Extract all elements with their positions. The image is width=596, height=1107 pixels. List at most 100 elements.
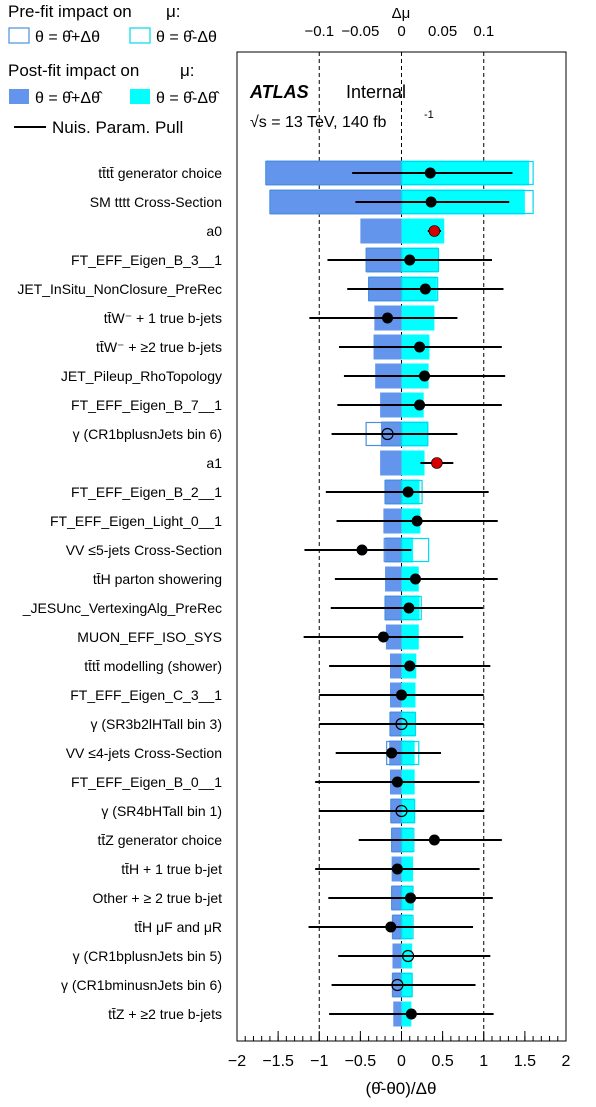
pull-open-marker bbox=[391, 978, 404, 992]
pull-marker bbox=[386, 747, 398, 759]
parameter-label: JET_InSitu_NonClosure_PreRec bbox=[17, 281, 222, 297]
atlas-status: Internal bbox=[346, 82, 406, 102]
parameter-label: tt̄Z + ≥2 true b-jets bbox=[108, 1006, 222, 1022]
parameter-label: MUON_EFF_ISO_SYS bbox=[77, 629, 222, 645]
bottom-tick-label: 1.5 bbox=[514, 1053, 536, 1070]
pull-open-marker bbox=[401, 949, 415, 963]
prefit-legend-mu: μ: bbox=[166, 2, 181, 21]
parameter-label: a0 bbox=[206, 223, 222, 239]
impact-bars bbox=[265, 160, 534, 1027]
prefit-plus-label: θ = θ̂+Δθ bbox=[35, 29, 100, 46]
bottom-tick-label: 0.5 bbox=[432, 1053, 454, 1070]
parameter-label: γ (SR3b2lHTall bin 3) bbox=[91, 716, 223, 732]
parameter-label: tt̄W⁻ + 1 true b-jets bbox=[104, 310, 222, 326]
pull-marker bbox=[377, 631, 389, 643]
top-tick-label: 0 bbox=[397, 23, 405, 40]
parameter-label: γ (CR1bplusnJets bin 6) bbox=[73, 426, 222, 442]
norm-factor-marker bbox=[428, 225, 441, 237]
pull-marker bbox=[404, 254, 416, 266]
pull-legend-label: Nuis. Param. Pull bbox=[52, 118, 183, 137]
postfit-legend-mu: μ: bbox=[180, 61, 195, 80]
pull-marker bbox=[382, 312, 394, 324]
bottom-tick-label: −1 bbox=[310, 1053, 328, 1070]
prefit-legend-title: Pre-fit impact on bbox=[8, 2, 132, 21]
pull-legend: Nuis. Param. Pull bbox=[14, 118, 183, 137]
pull-marker bbox=[428, 834, 440, 846]
parameter-label: γ (CR1bplusnJets bin 5) bbox=[73, 948, 222, 964]
parameter-label: FT_EFF_Eigen_C_3__1 bbox=[70, 687, 222, 703]
norm-factor-marker bbox=[431, 457, 443, 469]
pull-marker bbox=[404, 660, 416, 672]
postfit-plus-swatch bbox=[9, 89, 29, 104]
bottom-tick-label: 0 bbox=[397, 1053, 406, 1070]
parameter-label: FT_EFF_Eigen_B_0__1 bbox=[71, 774, 222, 790]
bottom-tick-label: 1 bbox=[479, 1053, 488, 1070]
top-tick-label: −0.05 bbox=[341, 23, 379, 40]
pull-marker bbox=[411, 515, 423, 527]
top-tick-label: 0.1 bbox=[473, 23, 494, 40]
postfit-minus-bar bbox=[401, 450, 425, 476]
pull-marker bbox=[385, 921, 397, 933]
parameter-labels: tt̄tt̄ generator choice SM tttt Cross-Sec… bbox=[17, 165, 222, 1022]
postfit-plus-bar bbox=[380, 450, 402, 476]
parameter-label: SM tttt Cross-Section bbox=[90, 194, 222, 210]
prefit-legend: Pre-fit impact on μ: θ = θ̂+Δθ θ = θ̂-Δθ bbox=[8, 2, 217, 46]
pull-open-marker bbox=[395, 717, 408, 731]
atlas-label: ATLAS bbox=[249, 82, 309, 102]
pull-markers bbox=[303, 167, 513, 1020]
pull-marker bbox=[396, 689, 407, 701]
postfit-plus-bar bbox=[360, 218, 402, 244]
parameter-label: FT_EFF_Eigen_B_2__1 bbox=[71, 484, 222, 500]
pull-marker bbox=[403, 602, 415, 614]
prefit-minus-label: θ = θ̂-Δθ bbox=[156, 29, 217, 46]
top-axis-ticks: −0.1 −0.05 0 0.05 0.1 bbox=[304, 23, 494, 40]
parameter-label: VV ≤5-jets Cross-Section bbox=[66, 542, 222, 558]
bottom-tick-label: 2 bbox=[562, 1053, 571, 1070]
parameter-label: γ (CR1bminusnJets bin 6) bbox=[61, 977, 222, 993]
parameter-label: _JESUnc_VertexingAlg_PreRec bbox=[22, 600, 222, 616]
parameter-label: FT_EFF_Eigen_B_7__1 bbox=[71, 397, 222, 413]
parameter-label: FT_EFF_Eigen_Light_0__1 bbox=[50, 513, 222, 529]
pull-marker bbox=[409, 573, 421, 585]
postfit-legend-title: Post-fit impact on bbox=[8, 61, 139, 80]
parameter-label: tt̄H μF and μR bbox=[134, 919, 222, 935]
pull-marker bbox=[414, 341, 426, 353]
pull-marker bbox=[402, 486, 414, 498]
bottom-axis-title: (θ̂-θ0)/Δθ bbox=[366, 1079, 437, 1098]
parameter-label: a1 bbox=[206, 455, 222, 471]
parameter-label: tt̄H parton showering bbox=[93, 571, 222, 587]
pull-open-marker bbox=[395, 804, 408, 818]
parameter-label: γ (SR4bHTall bin 1) bbox=[101, 803, 222, 819]
parameter-label: VV ≤4-jets Cross-Section bbox=[66, 745, 222, 761]
postfit-plus-label: θ = θ̂+Δθ̂ bbox=[35, 90, 103, 107]
parameter-label: tt̄tt̄ modelling (shower) bbox=[84, 658, 222, 674]
grid-lines bbox=[318, 52, 485, 1041]
parameter-label: tt̄Z generator choice bbox=[97, 832, 222, 848]
pull-marker bbox=[405, 892, 417, 904]
parameter-label: FT_EFF_Eigen_B_3__1 bbox=[71, 252, 222, 268]
top-tick-label: 0.05 bbox=[428, 23, 457, 40]
pull-open-marker bbox=[381, 427, 394, 441]
parameter-label: tt̄W⁻ + ≥2 true b-jets bbox=[96, 339, 222, 355]
postfit-minus-swatch bbox=[130, 89, 150, 104]
bottom-tick-label: −0.5 bbox=[345, 1053, 377, 1070]
prefit-minus-swatch bbox=[129, 27, 151, 44]
pull-marker bbox=[419, 370, 431, 382]
pull-marker bbox=[405, 1008, 417, 1020]
pull-marker bbox=[425, 196, 437, 208]
pull-marker bbox=[356, 544, 368, 556]
postfit-minus-label: θ = θ̂-Δθ̂ bbox=[156, 90, 220, 107]
bottom-axis-ticks: −2 −1.5 −1 −0.5 0 0.5 1 1.5 2 bbox=[228, 1031, 571, 1070]
parameter-label: Other + ≥ 2 true b-jet bbox=[93, 890, 223, 906]
pull-marker bbox=[424, 167, 436, 179]
parameter-label: JET_Pileup_RhoTopology bbox=[61, 368, 222, 384]
pull-marker bbox=[419, 283, 431, 295]
postfit-legend: Post-fit impact on μ: θ = θ̂+Δθ̂ θ = θ̂-… bbox=[8, 61, 220, 107]
energy-label-sup: -1 bbox=[424, 109, 434, 121]
bottom-tick-label: −1.5 bbox=[262, 1053, 294, 1070]
energy-label: √s = 13 TeV, 140 fb bbox=[250, 114, 387, 131]
pull-marker bbox=[391, 863, 403, 875]
top-axis-title: Δμ bbox=[392, 5, 411, 22]
parameter-label: tt̄H + 1 true b-jet bbox=[121, 861, 222, 877]
